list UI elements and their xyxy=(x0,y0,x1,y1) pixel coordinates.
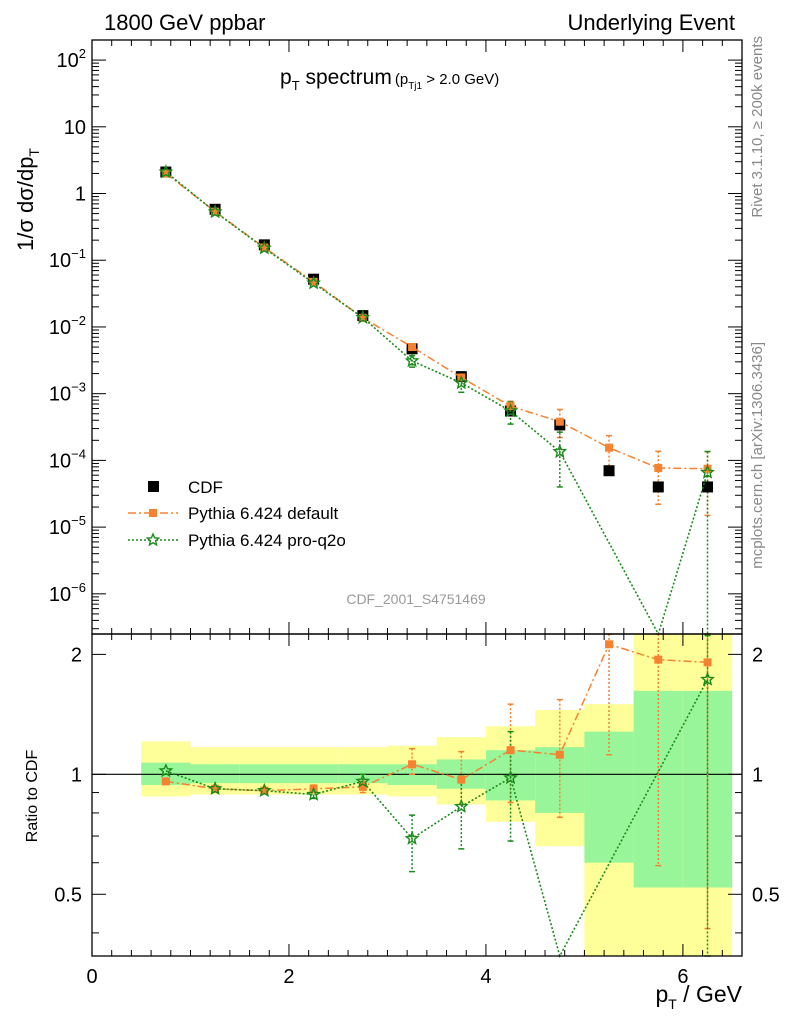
y-tick-label: 1 xyxy=(75,184,86,206)
default-marker xyxy=(211,207,220,216)
y-tick-label: 102 xyxy=(57,46,86,72)
legend-entry-label: Pythia 6.424 default xyxy=(188,504,339,523)
ratio-proq2o-line xyxy=(165,679,709,959)
default-marker xyxy=(161,169,170,178)
band-inner-bin xyxy=(288,764,339,784)
default-marker xyxy=(408,343,417,352)
legend: CDF Pythia 6.424 default Pythia 6.424 pro-… xyxy=(128,478,346,550)
ratio-default-marker xyxy=(555,750,564,759)
y-tick-label: 10−4 xyxy=(49,446,86,472)
ratio-proq2o-marker xyxy=(355,773,371,788)
band-inner-bin xyxy=(239,764,289,784)
ratio-default-marker xyxy=(605,640,614,649)
upper-title: pT spectrum (pTj1 > 2.0 GeV) xyxy=(280,66,499,93)
watermark-text: CDF_2001_S4751469 xyxy=(346,591,486,607)
ratio-default-marker xyxy=(703,658,712,667)
ratio-proq2o-marker xyxy=(700,671,715,686)
ratio-y-tick-label: 2 xyxy=(71,644,82,666)
ratio-proq2o-marker xyxy=(256,782,272,797)
lower-frame xyxy=(91,633,743,957)
ratio-proq2o-marker xyxy=(404,830,420,845)
rivet-label: Rivet 3.1.10, ≥ 200k events xyxy=(749,36,766,218)
ratio-default-marker xyxy=(260,786,269,795)
band-inner-bin xyxy=(633,690,683,888)
header-right: Underlying Event xyxy=(567,10,735,35)
proq2o-marker xyxy=(207,204,223,219)
ratio-proq2o-marker xyxy=(453,798,469,813)
y-tick-label: 10−1 xyxy=(49,246,86,272)
proq2o-marker xyxy=(158,164,174,179)
legend-entry-label: CDF xyxy=(188,478,223,497)
ratio-default-marker xyxy=(408,760,417,769)
lower-ylabel: Ratio to CDF xyxy=(24,750,41,843)
legend-cdf-marker xyxy=(148,481,159,492)
y-tick-label: 10−6 xyxy=(49,580,86,606)
ratio-proq2o-marker xyxy=(207,780,223,796)
legend-default-marker xyxy=(149,509,157,517)
band-inner-bin xyxy=(584,731,634,863)
ratio-uncertainty-bands xyxy=(141,634,733,956)
proq2o-marker xyxy=(552,443,568,459)
ratio-default-marker xyxy=(654,655,663,664)
cdf-marker xyxy=(603,465,615,477)
proq2o-marker xyxy=(700,464,715,479)
ratio-default-marker xyxy=(161,777,170,786)
proq2o-marker xyxy=(404,353,420,368)
y-tick-label: 10 xyxy=(64,117,86,139)
ratio-y-tick-label-right: 0.5 xyxy=(752,884,780,906)
header-left: 1800 GeV ppbar xyxy=(104,10,265,35)
proq2o-marker xyxy=(453,375,469,390)
default-marker xyxy=(654,463,663,472)
upper-ylabel: 1/σ dσ/dpT xyxy=(13,148,42,251)
default-marker xyxy=(260,243,269,252)
x-axis-label: pT / GeV xyxy=(655,981,742,1012)
mcplots-label: mcplots.cern.ch [arXiv:1306.3436] xyxy=(749,342,766,569)
ratio-y-tick-label: 1 xyxy=(71,764,82,786)
y-tick-label: 10−3 xyxy=(49,380,86,406)
x-tick-label: 4 xyxy=(480,966,491,988)
ratio-default-marker xyxy=(211,784,220,793)
x-tick-label: 2 xyxy=(283,966,294,988)
ratio-y-tick-label: 0.5 xyxy=(54,884,82,906)
ratio-y-tick-label-right: 2 xyxy=(752,644,763,666)
ratio-default-marker xyxy=(457,775,466,784)
axes: 0 2 4 6 102 10 1 10−1 10−2 10−3 10−4 10−5 10−6 0.5 0.5… xyxy=(49,39,780,988)
cdf-marker xyxy=(702,481,714,493)
legend-entry-label: Pythia 6.424 pro-q2o xyxy=(188,531,346,550)
default-marker xyxy=(605,443,614,452)
proq2o-line xyxy=(165,171,709,637)
lower-plot-marks xyxy=(92,633,742,959)
legend-proq2o-marker xyxy=(145,532,161,547)
ratio-proq2o-marker xyxy=(503,769,519,785)
x-tick-label: 6 xyxy=(677,966,688,988)
ratio-default-marker xyxy=(358,782,367,791)
ratio-default-marker xyxy=(506,746,515,755)
default-marker xyxy=(309,277,318,286)
y-tick-label: 10−5 xyxy=(49,513,86,539)
band-inner-bin xyxy=(190,764,240,784)
y-tick-label: 10−2 xyxy=(49,313,86,339)
proq2o-marker xyxy=(355,309,371,325)
proq2o-marker xyxy=(306,275,322,290)
x-tick-label: 0 xyxy=(86,966,97,988)
cdf-marker xyxy=(652,481,664,493)
proq2o-marker xyxy=(256,240,272,255)
default-marker xyxy=(358,313,367,322)
upper-plot-marks xyxy=(158,164,715,637)
ratio-proq2o-marker xyxy=(306,786,322,801)
default-marker xyxy=(555,417,564,426)
proq2o-marker xyxy=(503,403,519,418)
ratio-proq2o-marker xyxy=(158,763,174,778)
default-marker xyxy=(703,464,712,473)
default-line xyxy=(165,172,708,470)
ratio-y-tick-label-right: 1 xyxy=(752,764,763,786)
ratio-default-line xyxy=(165,643,708,792)
